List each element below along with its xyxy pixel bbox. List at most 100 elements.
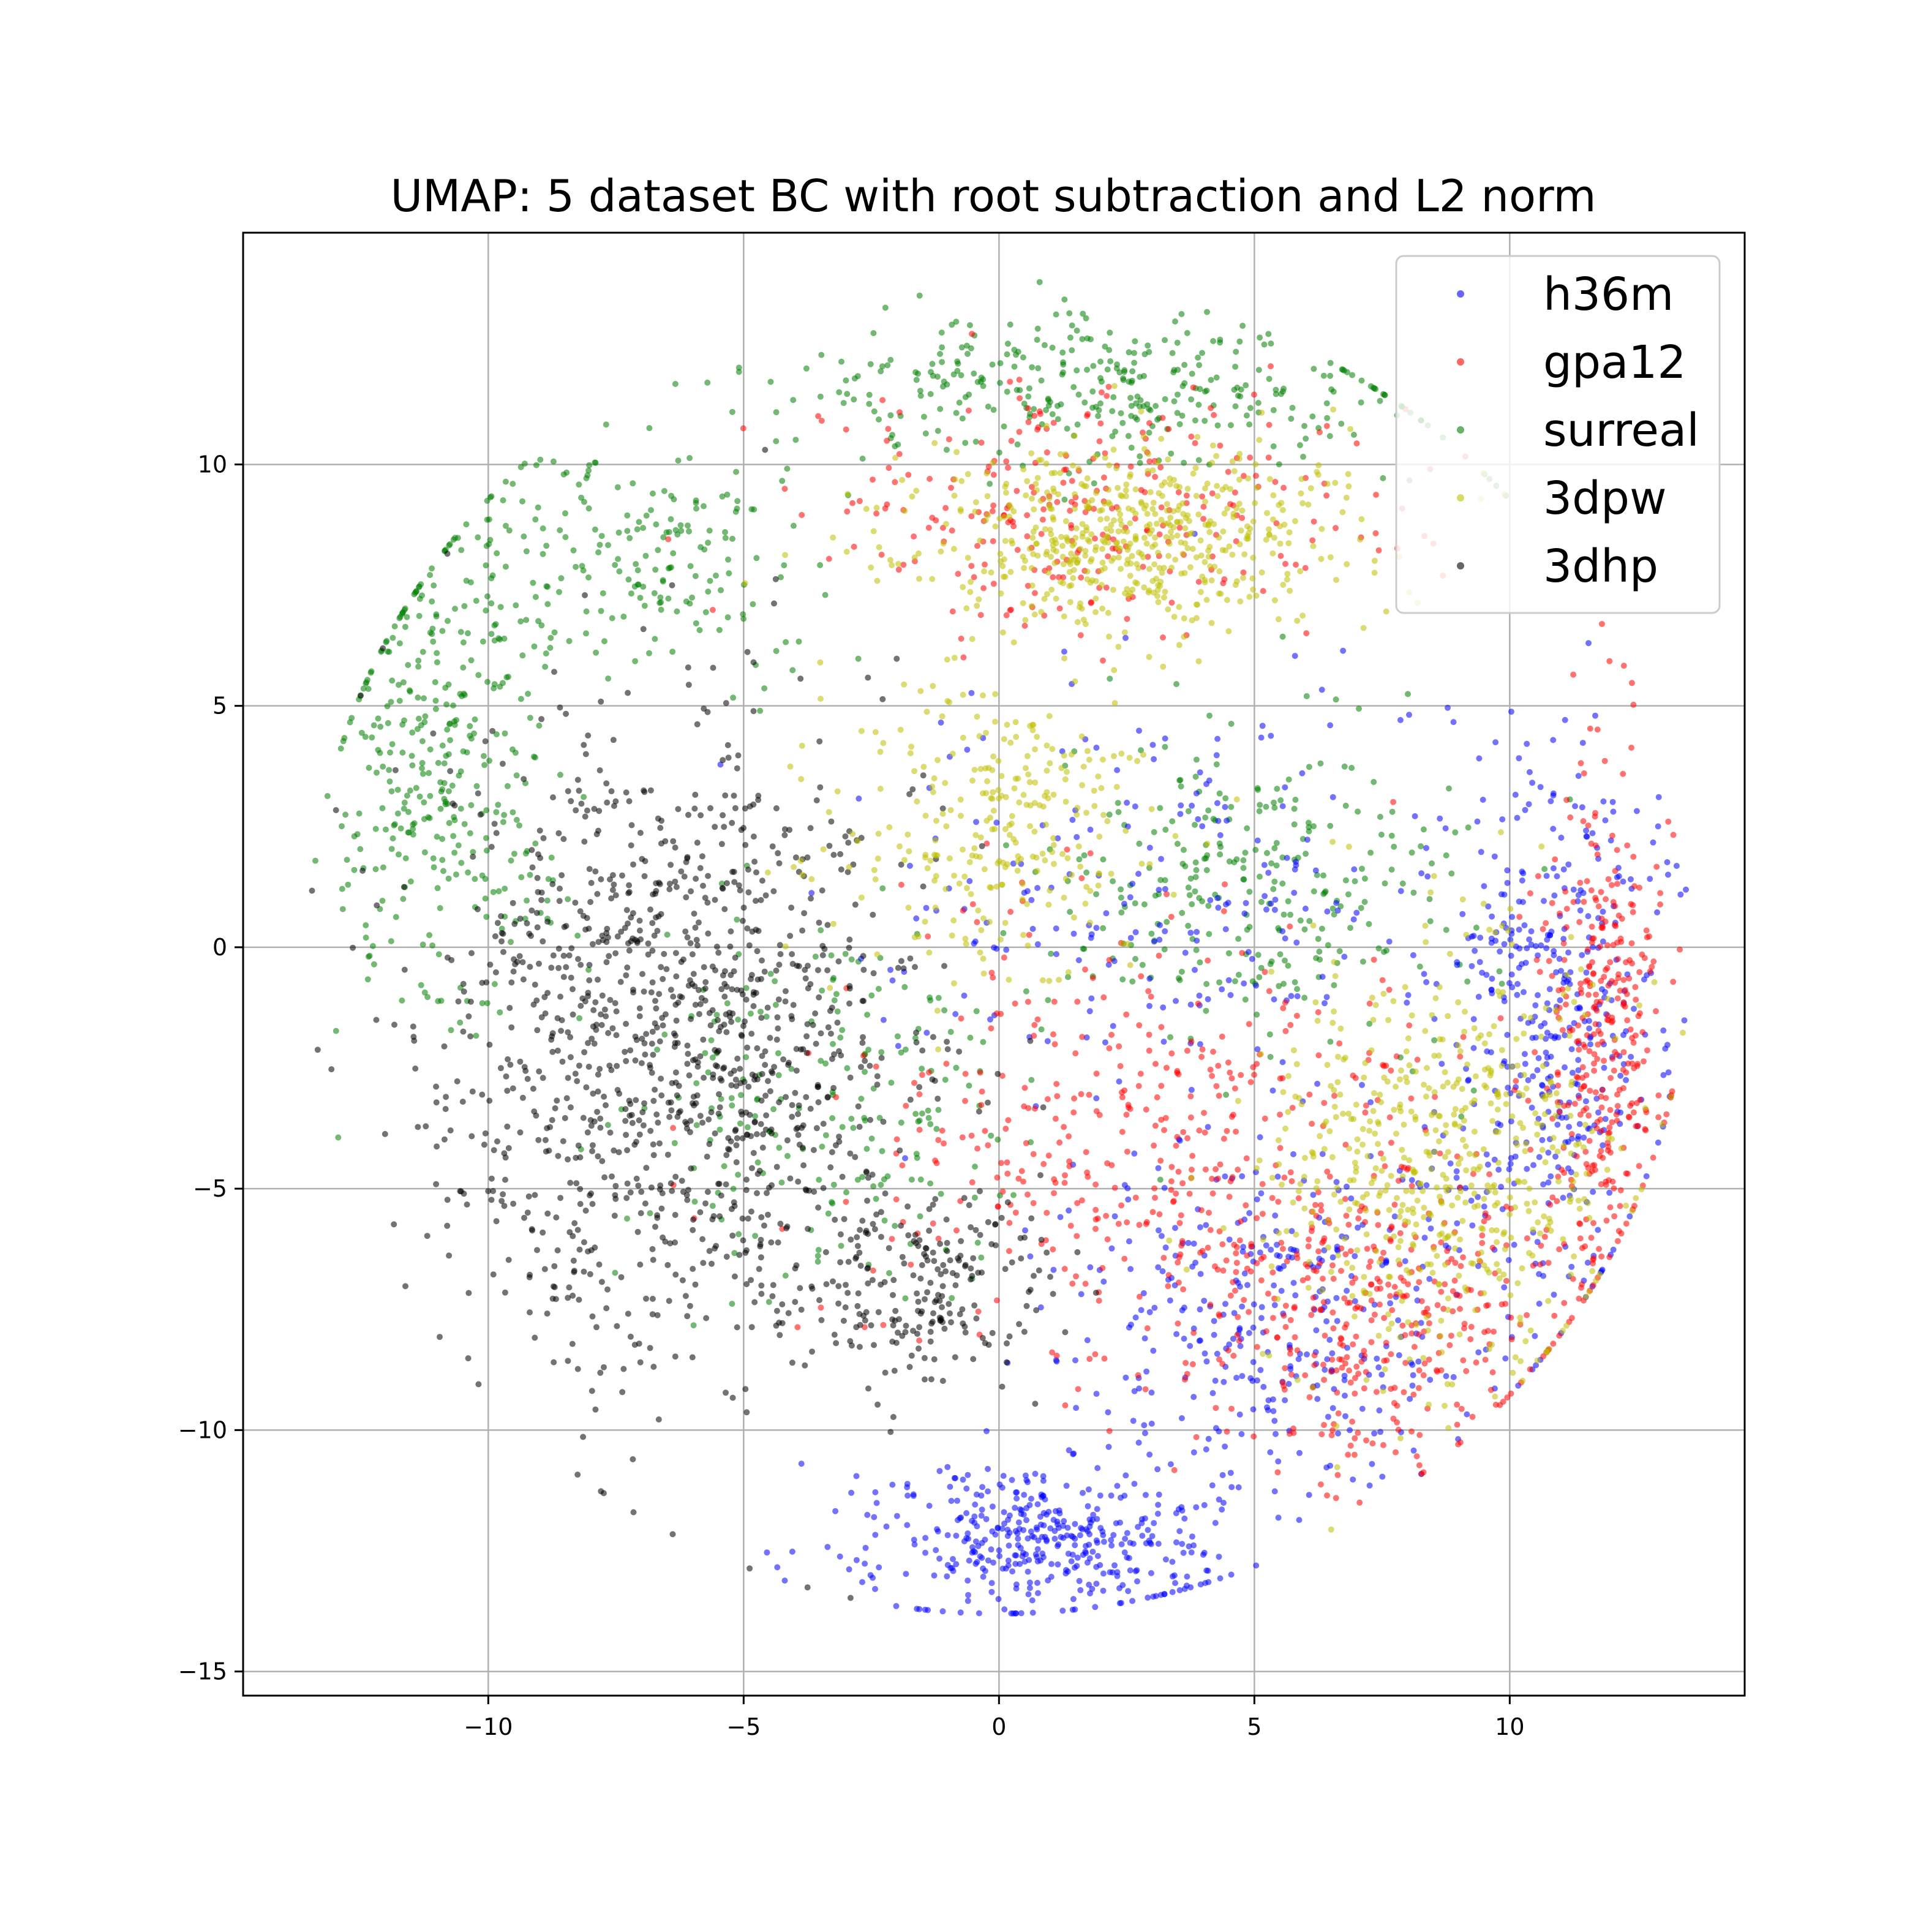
- data-point: [1350, 1341, 1356, 1347]
- data-point: [720, 757, 726, 763]
- data-point: [1009, 1568, 1015, 1574]
- data-point: [996, 1596, 1002, 1602]
- data-point: [421, 719, 427, 725]
- data-point: [1222, 804, 1228, 810]
- data-point: [1554, 873, 1560, 879]
- data-point: [1260, 1211, 1266, 1217]
- data-point: [1114, 366, 1120, 372]
- data-point: [1035, 1558, 1041, 1565]
- data-point: [1596, 903, 1602, 909]
- data-point: [635, 582, 641, 588]
- data-point: [1228, 1484, 1235, 1490]
- data-point: [815, 1205, 821, 1211]
- data-point: [1410, 890, 1416, 896]
- data-point: [612, 1000, 619, 1006]
- data-point: [1660, 1028, 1666, 1034]
- data-point: [1272, 1212, 1278, 1219]
- data-point: [385, 720, 391, 726]
- data-point: [1156, 1227, 1162, 1233]
- data-point: [431, 582, 437, 588]
- data-point: [1127, 1568, 1134, 1574]
- data-point: [944, 1464, 950, 1470]
- data-point: [1636, 1163, 1642, 1169]
- data-point: [1310, 1295, 1317, 1301]
- data-point: [1476, 756, 1482, 762]
- data-point: [978, 612, 984, 618]
- data-point: [473, 1032, 479, 1039]
- data-point: [606, 1062, 612, 1069]
- data-point: [1352, 878, 1358, 884]
- data-point: [1209, 1483, 1216, 1489]
- data-point: [1347, 925, 1353, 931]
- data-point: [1194, 757, 1200, 763]
- data-point: [521, 1215, 527, 1221]
- data-point: [765, 1212, 771, 1218]
- data-point: [772, 978, 778, 984]
- data-point: [1214, 895, 1220, 901]
- data-point: [505, 783, 511, 789]
- data-point: [1388, 1140, 1394, 1146]
- data-point: [1322, 1235, 1328, 1241]
- data-point: [705, 1189, 711, 1195]
- data-point: [814, 1084, 821, 1090]
- data-point: [1377, 1279, 1383, 1285]
- data-point: [1519, 878, 1525, 884]
- data-point: [1239, 1173, 1245, 1179]
- data-point: [734, 1325, 740, 1331]
- data-point: [1005, 1117, 1011, 1123]
- data-point: [1338, 1246, 1344, 1252]
- data-point: [1363, 1369, 1369, 1375]
- data-point: [1477, 959, 1483, 965]
- data-point: [691, 806, 698, 812]
- data-point: [1143, 1107, 1149, 1113]
- data-point: [637, 595, 644, 601]
- data-point: [854, 1303, 860, 1309]
- data-point: [835, 1020, 841, 1026]
- data-point: [1564, 906, 1570, 912]
- data-point: [916, 1084, 922, 1090]
- data-point: [559, 1017, 565, 1023]
- data-point: [1489, 987, 1495, 993]
- data-point: [1598, 1128, 1604, 1134]
- data-point: [1086, 1092, 1092, 1098]
- data-point: [693, 1282, 699, 1288]
- data-point: [860, 953, 867, 959]
- data-point: [595, 549, 601, 555]
- data-point: [1029, 364, 1035, 370]
- data-point: [1538, 784, 1544, 790]
- data-point: [581, 1269, 587, 1275]
- data-point: [870, 1171, 876, 1178]
- data-point: [1095, 413, 1101, 419]
- data-point: [1004, 351, 1010, 358]
- data-point: [522, 460, 528, 467]
- data-point: [1005, 340, 1011, 347]
- data-point: [1292, 797, 1298, 803]
- data-point: [1198, 1271, 1204, 1277]
- data-point: [846, 1259, 852, 1265]
- data-point: [1145, 1595, 1151, 1601]
- data-point: [1037, 411, 1043, 417]
- data-point: [1035, 1502, 1041, 1508]
- data-point: [1251, 1301, 1257, 1307]
- data-point: [657, 1039, 663, 1045]
- data-point: [514, 817, 520, 823]
- data-point: [1389, 866, 1395, 873]
- data-point: [1260, 1181, 1266, 1187]
- data-point: [1077, 1587, 1083, 1593]
- data-point: [1389, 809, 1396, 815]
- data-point: [1103, 1213, 1109, 1219]
- data-point: [1303, 630, 1309, 636]
- data-point: [1351, 432, 1357, 438]
- data-point: [577, 1186, 583, 1192]
- data-point: [475, 535, 481, 541]
- data-point: [993, 945, 999, 952]
- data-point: [1469, 1222, 1475, 1228]
- data-point: [571, 1220, 577, 1227]
- data-point: [1034, 427, 1040, 433]
- data-point: [1309, 537, 1315, 543]
- data-point: [1551, 1291, 1557, 1298]
- data-point: [507, 1062, 513, 1068]
- data-point: [429, 598, 435, 604]
- data-point: [1619, 1230, 1625, 1236]
- data-point: [1378, 1372, 1385, 1378]
